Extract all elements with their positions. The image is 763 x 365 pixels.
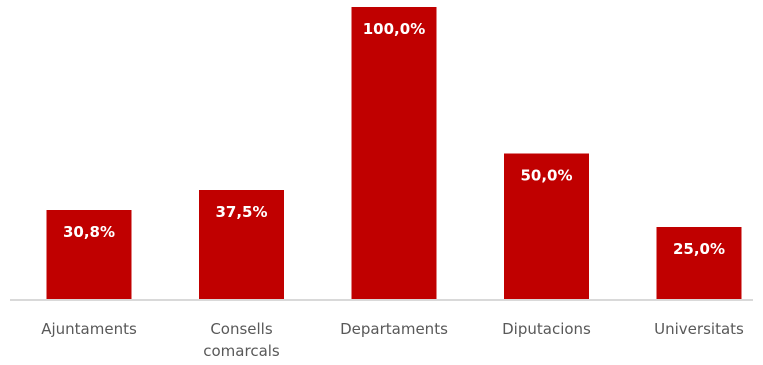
category-label-2: Departaments bbox=[340, 320, 448, 338]
value-label-3: 50,0% bbox=[520, 167, 572, 185]
category-label-line: Diputacions bbox=[502, 320, 591, 338]
category-label-line: Consells bbox=[210, 320, 273, 338]
value-label-0: 30,8% bbox=[63, 223, 115, 241]
bar-1 bbox=[199, 190, 284, 300]
category-label-line: Universitats bbox=[654, 320, 744, 338]
category-label-1: Consells comarcals bbox=[203, 320, 280, 360]
category-label-3: Diputacions bbox=[502, 320, 591, 338]
category-label-line: Ajuntaments bbox=[41, 320, 137, 338]
category-label-4: Universitats bbox=[654, 320, 744, 338]
bars-group bbox=[46, 7, 742, 301]
value-label-4: 25,0% bbox=[673, 240, 725, 258]
bar-4 bbox=[656, 226, 742, 301]
category-label-line: Departaments bbox=[340, 320, 448, 338]
value-label-2: 100,0% bbox=[363, 20, 425, 38]
bar-0 bbox=[46, 209, 132, 300]
category-label-0: Ajuntaments bbox=[41, 320, 137, 338]
category-label-line: comarcals bbox=[203, 342, 280, 360]
value-labels-group: 30,8% 37,5% 100,0% 50,0% 25,0% bbox=[63, 20, 725, 258]
bar-2 bbox=[351, 7, 437, 300]
category-labels-group: Ajuntaments Consells comarcals Departaments… bbox=[41, 320, 744, 360]
bar-3 bbox=[504, 153, 589, 300]
value-label-1: 37,5% bbox=[215, 203, 267, 221]
